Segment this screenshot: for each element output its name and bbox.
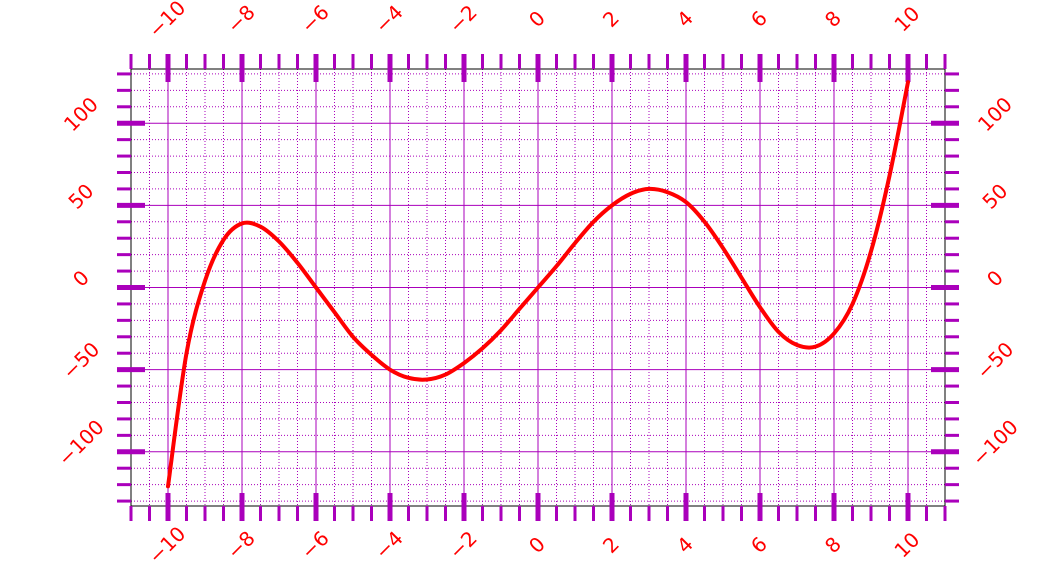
major-gridlines [131,69,945,506]
y-tick-label-right: 50 [977,179,1012,214]
y-tick-label-left: 100 [59,92,103,136]
y-tick-label-left: 0 [68,265,94,291]
x-tick-label-top: −4 [370,0,408,38]
x-tick-label-bottom: −4 [370,526,408,564]
y-tick-label-right: 0 [982,265,1008,291]
x-tick-label-bottom: −10 [144,522,191,568]
x-tick-label-top: −6 [296,0,334,38]
y-tick-label-left: 50 [63,179,98,214]
x-tick-label-top: 8 [820,6,846,32]
x-tick-label-top: 0 [524,6,550,32]
x-tick-label-bottom: −6 [296,526,334,564]
x-tick-label-top: −8 [222,0,260,38]
y-tick-label-left: −100 [53,415,109,471]
y-tick-label-right: 100 [973,92,1017,136]
x-tick-label-bottom: 0 [524,532,550,558]
x-tick-label-bottom: −8 [222,526,260,564]
y-tick-label-right: −50 [972,337,1019,384]
x-tick-label-bottom: 8 [820,532,846,558]
x-tick-label-top: −2 [444,0,482,38]
x-tick-label-top: −10 [144,0,191,42]
x-tick-label-bottom: 6 [746,532,772,558]
x-tick-label-bottom: 10 [889,527,924,562]
x-tick-label-top: 6 [746,6,772,32]
x-tick-label-top: 2 [598,6,624,32]
x-tick-label-bottom: −2 [444,526,482,564]
series-line [166,80,910,489]
x-tick-label-bottom: 4 [672,532,698,558]
y-tick-label-left: −50 [58,337,105,384]
axis-ticks [117,54,959,521]
x-tick-label-bottom: 2 [598,532,624,558]
x-tick-label-top: 4 [672,6,698,32]
y-tick-label-right: −100 [967,415,1023,471]
x-tick-label-top: 10 [889,1,924,36]
